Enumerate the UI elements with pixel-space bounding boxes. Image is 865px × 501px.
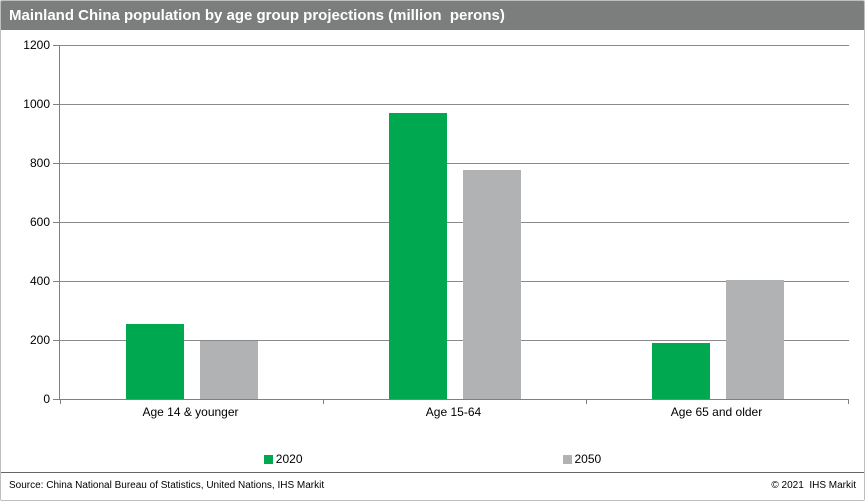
bar-2050-age-14-younger bbox=[199, 341, 258, 399]
y-axis-tick bbox=[53, 104, 59, 105]
x-axis-tick bbox=[60, 399, 61, 404]
x-axis-label: Age 65 and older bbox=[670, 405, 763, 419]
chart-title: Mainland China population by age group p… bbox=[9, 7, 505, 24]
x-axis-label: Age 15-64 bbox=[425, 405, 482, 419]
y-axis-label: 400 bbox=[29, 274, 50, 288]
y-axis-tick bbox=[53, 281, 59, 282]
gridline-600 bbox=[60, 222, 849, 223]
x-axis-labels: Age 14 & younger Age 15-64 Age 65 and olde… bbox=[59, 405, 848, 419]
legend-swatch bbox=[562, 454, 572, 464]
y-axis-tick bbox=[53, 45, 59, 46]
y-axis-label: 800 bbox=[29, 156, 50, 170]
gridline-200 bbox=[60, 340, 849, 341]
copyright-text: © 2021 IHS Markit bbox=[771, 480, 856, 491]
bar-2050-age-65-and-older bbox=[725, 280, 784, 399]
y-axis-tick bbox=[53, 163, 59, 164]
y-axis-label: 200 bbox=[29, 333, 50, 347]
gridline-1200 bbox=[60, 45, 849, 46]
plot-area bbox=[59, 45, 849, 404]
y-axis-tick bbox=[53, 399, 59, 400]
legend-swatch bbox=[263, 454, 273, 464]
legend-item-2050: 2050 bbox=[562, 452, 602, 466]
y-axis-label: 600 bbox=[29, 215, 50, 229]
x-axis-tick bbox=[586, 399, 587, 404]
y-axis: 0 200 400 600 800 1000 1200 bbox=[1, 38, 59, 406]
x-axis-label: Age 14 & younger bbox=[142, 405, 239, 419]
legend: 2020 2050 bbox=[1, 452, 864, 466]
x-axis-tick bbox=[848, 399, 849, 404]
y-axis-tick bbox=[53, 222, 59, 223]
y-axis-tick bbox=[53, 340, 59, 341]
y-axis-label: 0 bbox=[43, 392, 50, 406]
gridline-1000 bbox=[60, 104, 849, 105]
chart-title-bar: Mainland China population by age group p… bbox=[1, 1, 864, 30]
bar-2020-age-65-and-older bbox=[651, 342, 710, 399]
bar-2020-age-15-64 bbox=[388, 113, 447, 399]
y-axis-label: 1000 bbox=[23, 97, 50, 111]
gridline-800 bbox=[60, 163, 849, 164]
bar-2050-age-15-64 bbox=[462, 170, 521, 399]
legend-item-2020: 2020 bbox=[263, 452, 303, 466]
y-axis-label: 1200 bbox=[23, 38, 50, 52]
legend-label: 2050 bbox=[574, 452, 602, 466]
gridline-400 bbox=[60, 281, 849, 282]
x-axis-tick bbox=[323, 399, 324, 404]
footer-divider bbox=[1, 472, 864, 473]
bar-2020-age-14-younger bbox=[125, 324, 184, 399]
source-text: Source: China National Bureau of Statist… bbox=[9, 480, 325, 491]
legend-label: 2020 bbox=[275, 452, 303, 466]
footer: Source: China National Bureau of Statist… bbox=[1, 473, 864, 500]
